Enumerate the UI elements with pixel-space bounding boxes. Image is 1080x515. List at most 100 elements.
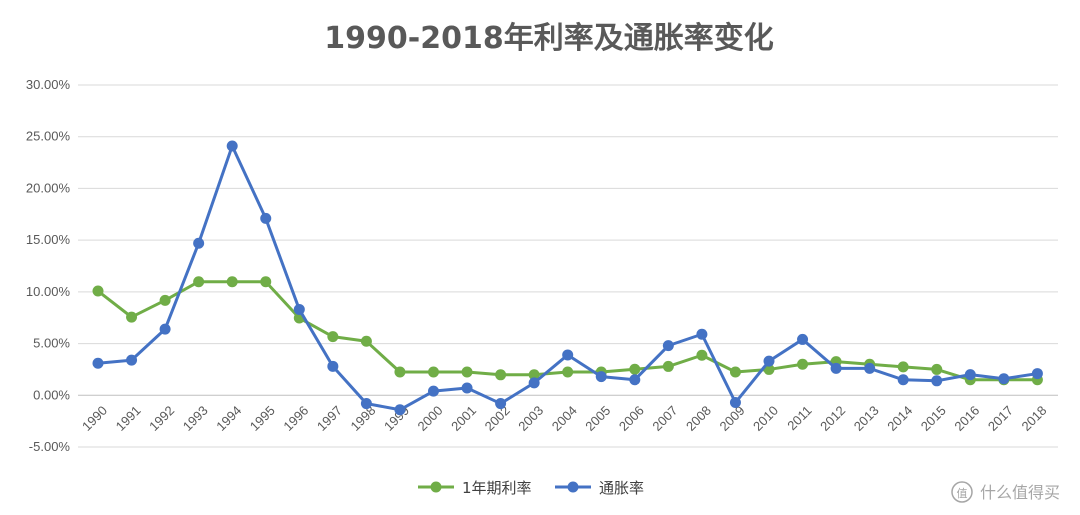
x-tick-label: 2011 <box>784 403 814 433</box>
y-tick-label: 5.00% <box>33 336 70 351</box>
data-point <box>327 331 339 343</box>
data-point <box>562 366 574 378</box>
y-tick-label: 30.00% <box>26 77 71 92</box>
data-point <box>159 294 171 306</box>
x-tick-label: 2007 <box>649 403 680 434</box>
data-point <box>763 355 775 367</box>
legend-label: 通胀率 <box>599 479 644 497</box>
y-tick-label: 15.00% <box>26 232 71 247</box>
data-point <box>897 361 909 373</box>
x-tick-label: 1992 <box>146 403 177 434</box>
x-tick-label: 2018 <box>1018 403 1049 434</box>
watermark-text: 什么值得买 <box>980 483 1060 502</box>
data-point <box>696 349 708 361</box>
data-point <box>1031 368 1043 380</box>
data-point <box>595 371 607 383</box>
x-tick-label: 2014 <box>884 403 915 434</box>
data-point <box>126 354 138 366</box>
data-point <box>528 369 540 381</box>
legend-item: 1年期利率 <box>418 479 532 497</box>
x-tick-label: 1993 <box>180 403 211 434</box>
x-tick-label: 2012 <box>817 403 848 434</box>
data-point <box>662 340 674 352</box>
data-point <box>662 360 674 372</box>
data-point <box>92 285 104 297</box>
data-point <box>360 335 372 347</box>
data-point <box>797 333 809 345</box>
x-tick-label: 2006 <box>616 403 647 434</box>
data-point <box>193 237 205 249</box>
data-point <box>394 366 406 378</box>
y-axis-ticks: -5.00% 0.00% 5.00% 10.00% 15.00% 20.00% 25.00%… <box>26 77 71 454</box>
data-point <box>461 366 473 378</box>
data-point <box>964 369 976 381</box>
data-point <box>293 303 305 315</box>
data-point <box>629 363 641 375</box>
x-tick-label: 1994 <box>213 403 244 434</box>
data-point <box>729 397 741 409</box>
data-point <box>226 276 238 288</box>
x-tick-label: 1990 <box>79 403 110 434</box>
x-tick-label: 2003 <box>515 403 546 434</box>
data-point <box>629 374 641 386</box>
data-point <box>897 374 909 386</box>
x-tick-label: 2000 <box>415 403 446 434</box>
x-tick-label: 1991 <box>113 403 144 434</box>
x-tick-label: 1997 <box>314 403 345 434</box>
watermark-logo-glyph: 值 <box>957 487 968 500</box>
data-point <box>528 377 540 389</box>
x-tick-label: 2005 <box>582 403 613 434</box>
series-1 <box>92 276 1043 386</box>
data-point <box>495 398 507 410</box>
series-lines <box>92 140 1043 416</box>
data-point <box>931 363 943 375</box>
data-point <box>428 366 439 378</box>
x-tick-label: 2016 <box>951 403 982 434</box>
x-tick-label: 2010 <box>750 403 781 434</box>
x-tick-label: 1996 <box>280 403 311 434</box>
legend-label: 1年期利率 <box>462 479 532 497</box>
legend-swatch-marker <box>567 481 579 493</box>
data-point <box>193 276 205 288</box>
data-point <box>226 140 238 152</box>
y-tick-label: 25.00% <box>26 129 71 144</box>
data-point <box>696 328 708 340</box>
chart-title: 1990-2018年利率及通胀率变化 <box>324 21 773 56</box>
legend: 1年期利率 通胀率 <box>418 479 644 497</box>
y-tick-label: 10.00% <box>26 284 71 299</box>
data-point <box>327 360 339 372</box>
data-point <box>428 385 439 397</box>
y-tick-label: 20.00% <box>26 180 71 195</box>
x-tick-label: 2004 <box>549 403 580 434</box>
x-tick-label: 2013 <box>851 403 882 434</box>
x-tick-label: 2015 <box>918 403 949 434</box>
data-point <box>126 311 138 323</box>
data-point <box>495 369 507 381</box>
data-point <box>92 357 104 369</box>
data-point <box>260 276 272 288</box>
x-axis-ticks: 1990 1991 1992 1993 1994 1995 1996 1997 1998 1999… <box>79 403 1049 434</box>
x-tick-label: 2008 <box>683 403 714 434</box>
watermark: 值 什么值得买 <box>951 481 1060 503</box>
x-tick-label: 2001 <box>448 403 479 434</box>
data-point <box>461 382 473 394</box>
series-2 <box>92 140 1043 416</box>
watermark-logo-icon <box>951 481 973 503</box>
series-line <box>96 280 1039 382</box>
gridlines <box>78 84 1058 448</box>
data-point <box>260 212 272 224</box>
data-point <box>830 362 842 374</box>
data-point <box>394 404 406 416</box>
legend-swatch-marker <box>430 481 442 493</box>
data-point <box>360 398 372 410</box>
data-point <box>729 366 741 378</box>
data-point <box>797 358 809 370</box>
data-point <box>159 323 171 335</box>
x-tick-label: 2017 <box>985 403 1016 434</box>
legend-item: 通胀率 <box>555 479 644 497</box>
data-point <box>931 375 943 387</box>
data-point <box>998 373 1010 385</box>
data-point <box>562 349 574 361</box>
x-tick-label: 1995 <box>247 403 278 434</box>
